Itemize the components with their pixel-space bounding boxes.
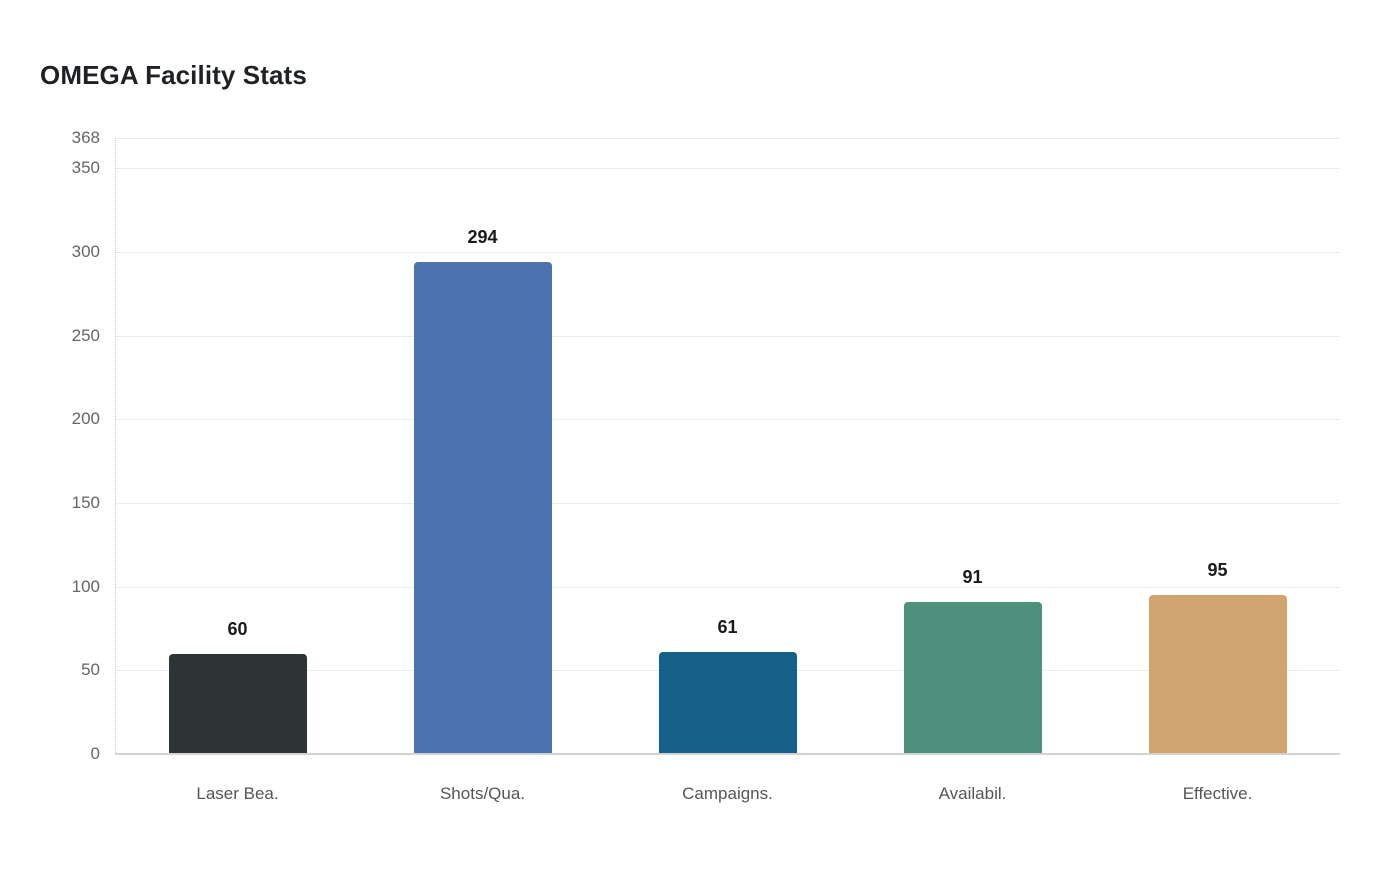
bar-value-label: 294 <box>467 226 498 247</box>
bar-value-label: 95 <box>1207 559 1228 580</box>
bar[interactable] <box>1148 594 1287 754</box>
gridline <box>115 168 1340 170</box>
y-axis-tick-label: 250 <box>71 325 100 345</box>
x-axis-tick-label: Shots/Qua. <box>439 784 526 803</box>
x-axis-tick-label: Laser Bea. <box>196 784 279 803</box>
gridline <box>115 419 1340 421</box>
y-axis-tick-label: 350 <box>71 158 100 178</box>
y-axis-tick-label: 100 <box>71 576 100 596</box>
gridline <box>115 138 1340 139</box>
gridline <box>115 502 1340 504</box>
bar-group[interactable]: 294 <box>413 138 552 754</box>
gridline <box>115 251 1340 253</box>
y-axis-tick-label: 150 <box>71 492 100 512</box>
bar[interactable] <box>658 651 797 754</box>
plot-area: 60 294 61 91 95 <box>115 138 1340 755</box>
bar-group[interactable]: 95 <box>1148 138 1287 754</box>
x-axis-tick-label: Campaigns. <box>682 784 773 803</box>
gridline <box>115 586 1340 588</box>
bar-group[interactable]: 61 <box>658 138 797 754</box>
x-axis-baseline <box>115 753 1340 755</box>
bar-group[interactable]: 91 <box>903 138 1042 754</box>
bar[interactable] <box>903 601 1042 754</box>
x-axis-tick-label: Availabil. <box>938 784 1007 803</box>
y-axis-tick-label: 50 <box>81 660 100 680</box>
bar-group[interactable]: 60 <box>168 138 307 754</box>
y-axis-tick-label: 368 <box>71 128 100 147</box>
bar-value-label: 91 <box>962 566 983 587</box>
gridline <box>115 335 1340 337</box>
bar-value-label: 61 <box>717 616 738 637</box>
bar-value-label: 60 <box>227 618 248 639</box>
y-axis-tick-labels: 0 50 100 150 200 250 300 350 368 <box>35 128 100 763</box>
x-axis-tick-label: Effective. <box>1182 784 1253 803</box>
bar[interactable] <box>413 261 552 754</box>
y-axis-line <box>115 138 117 755</box>
y-axis-tick-label: 300 <box>71 241 100 261</box>
y-axis-tick-label: 200 <box>71 409 100 429</box>
y-axis-tick-label: 0 <box>90 744 100 763</box>
chart-title: OMEGA Facility Stats <box>40 60 307 90</box>
bar[interactable] <box>168 653 307 754</box>
